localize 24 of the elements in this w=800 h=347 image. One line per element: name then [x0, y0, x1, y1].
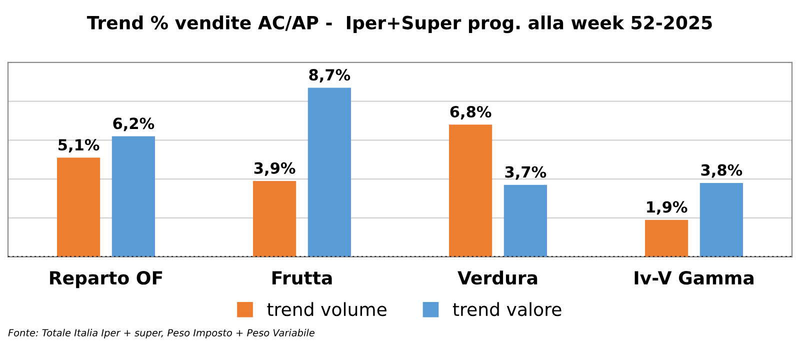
bar	[504, 184, 547, 257]
data-label: 8,7%	[309, 69, 350, 83]
data-label: 6,8%	[450, 106, 492, 120]
bar	[57, 158, 100, 257]
legend-label: trend volume	[267, 302, 386, 316]
source-note: Fonte: Totale Italia Iper + super, Peso Imposto + Peso Variabile	[8, 328, 314, 338]
data-label: 3,7%	[505, 166, 546, 180]
x-tick-label: Reparto OF	[50, 270, 162, 288]
data-label: 3,8%	[701, 164, 742, 178]
legend-label: trend valore	[452, 302, 562, 316]
data-label: 6,2%	[113, 118, 154, 132]
bar	[253, 180, 296, 257]
data-label: 5,1%	[58, 138, 100, 153]
chart-title: Trend % vendite AC/AP - Iper+Super prog. alla week 52-2025	[86, 15, 712, 34]
x-tick-label: Iv-V Gamma	[634, 270, 754, 285]
bar	[700, 182, 743, 257]
x-tick-label: Frutta	[272, 271, 332, 285]
bar	[308, 88, 351, 257]
x-tick-label: Verdura	[458, 270, 538, 285]
data-label: 1,9%	[647, 201, 688, 215]
bar	[449, 124, 492, 257]
bar	[112, 136, 155, 257]
bar	[645, 220, 688, 257]
data-label: 3,9%	[254, 162, 296, 176]
